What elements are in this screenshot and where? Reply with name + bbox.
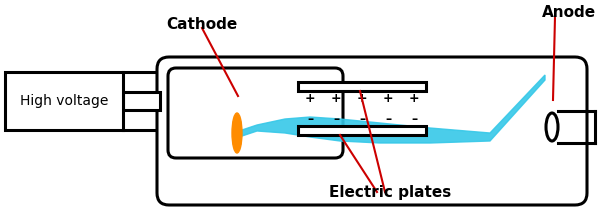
Text: –: –	[411, 112, 417, 125]
Bar	[5, 72, 123, 130]
FancyBboxPatch shape	[157, 57, 587, 205]
Bar	[123, 92, 160, 110]
Text: –: –	[359, 112, 365, 125]
Text: +: +	[409, 91, 419, 105]
Text: Electric plates: Electric plates	[329, 185, 451, 200]
Text: +: +	[383, 91, 394, 105]
Text: –: –	[333, 112, 339, 125]
Text: –: –	[385, 112, 391, 125]
Ellipse shape	[232, 113, 242, 153]
Text: Anode: Anode	[542, 5, 596, 20]
Bar	[298, 82, 426, 91]
Text: Cathode: Cathode	[166, 17, 238, 32]
Text: +: +	[331, 91, 341, 105]
Ellipse shape	[546, 113, 558, 141]
Text: +: +	[357, 91, 367, 105]
Polygon shape	[242, 75, 545, 143]
Text: –: –	[307, 112, 313, 125]
Bar	[298, 126, 426, 135]
Text: High voltage: High voltage	[20, 94, 108, 108]
Text: +: +	[305, 91, 316, 105]
